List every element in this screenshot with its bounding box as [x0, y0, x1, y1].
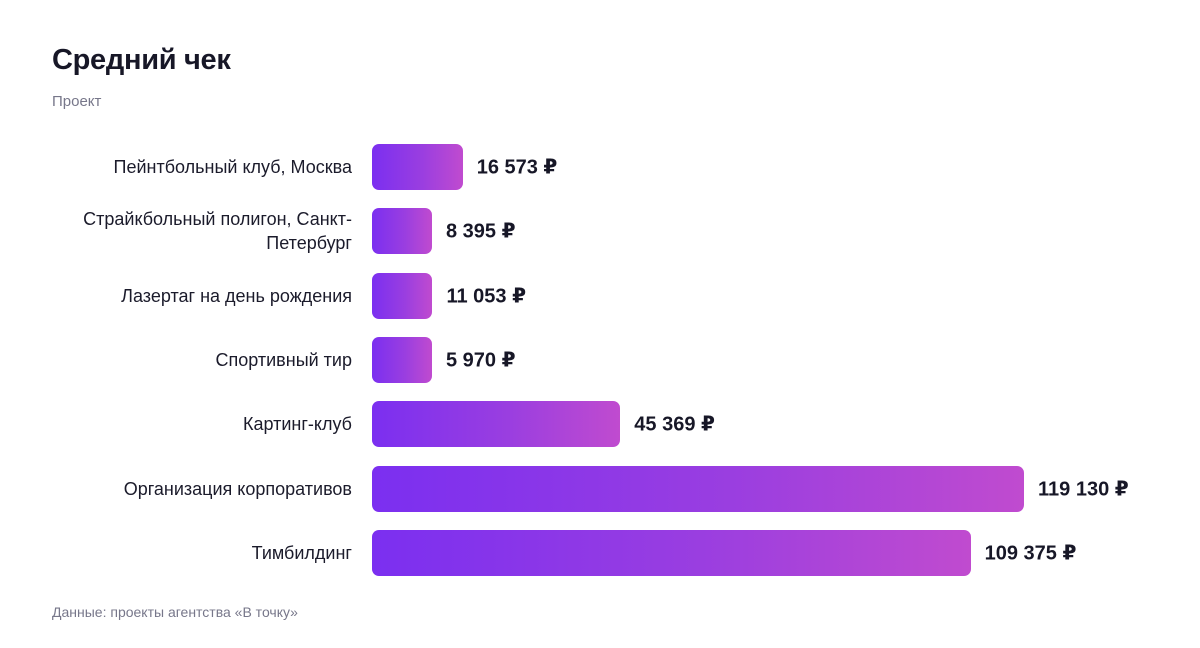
value-label: 119 130 ₽ [1038, 478, 1129, 500]
bar [372, 529, 971, 576]
value-label: 5 970 ₽ [446, 349, 516, 372]
category-label: Тимбилдинг [251, 542, 352, 563]
value-label: 45 369 ₽ [634, 413, 715, 436]
bar [372, 208, 432, 255]
category-label: Пейнтбольный клуб, Москва [113, 157, 352, 177]
bar [372, 401, 621, 448]
bar-row: Страйкбольный полигон, Санкт-Петербург 8 … [0, 208, 1200, 255]
bar [372, 144, 463, 190]
chart-title: Средний чек [52, 44, 231, 76]
category-label: Картинг-клуб [242, 414, 352, 435]
bar-row: Пейнтбольный клуб, Москва 16 573 ₽ [0, 144, 1200, 190]
chart-subtitle: Проект [52, 93, 102, 110]
category-label: Страйкбольный полигон, Санкт-Петербург [83, 209, 352, 254]
bar [372, 272, 433, 319]
value-label: 8 395 ₽ [446, 220, 516, 243]
category-label: Лазертаг на день рождения [121, 285, 352, 306]
bar-row: Организация корпоративов 119 130 ₽ [0, 465, 1200, 512]
bar [372, 336, 432, 383]
bar-row: Тимбилдинг 109 375 ₽ [0, 529, 1200, 576]
data-source-note: Данные: проекты агентства «В точку» [52, 604, 298, 620]
bar [372, 465, 1024, 512]
value-label: 109 375 ₽ [984, 542, 1077, 565]
bar-row: Лазертаг на день рождения 11 053 ₽ [0, 272, 1200, 319]
value-label: 16 573 ₽ [476, 156, 558, 179]
bar-row: Картинг-клуб 45 369 ₽ [0, 401, 1200, 448]
value-label: 11 053 ₽ [446, 285, 527, 308]
bar-row: Спортивный тир 5 970 ₽ [0, 336, 1200, 383]
category-label: Спортивный тир [215, 349, 352, 370]
category-label: Организация корпоративов [123, 478, 352, 499]
